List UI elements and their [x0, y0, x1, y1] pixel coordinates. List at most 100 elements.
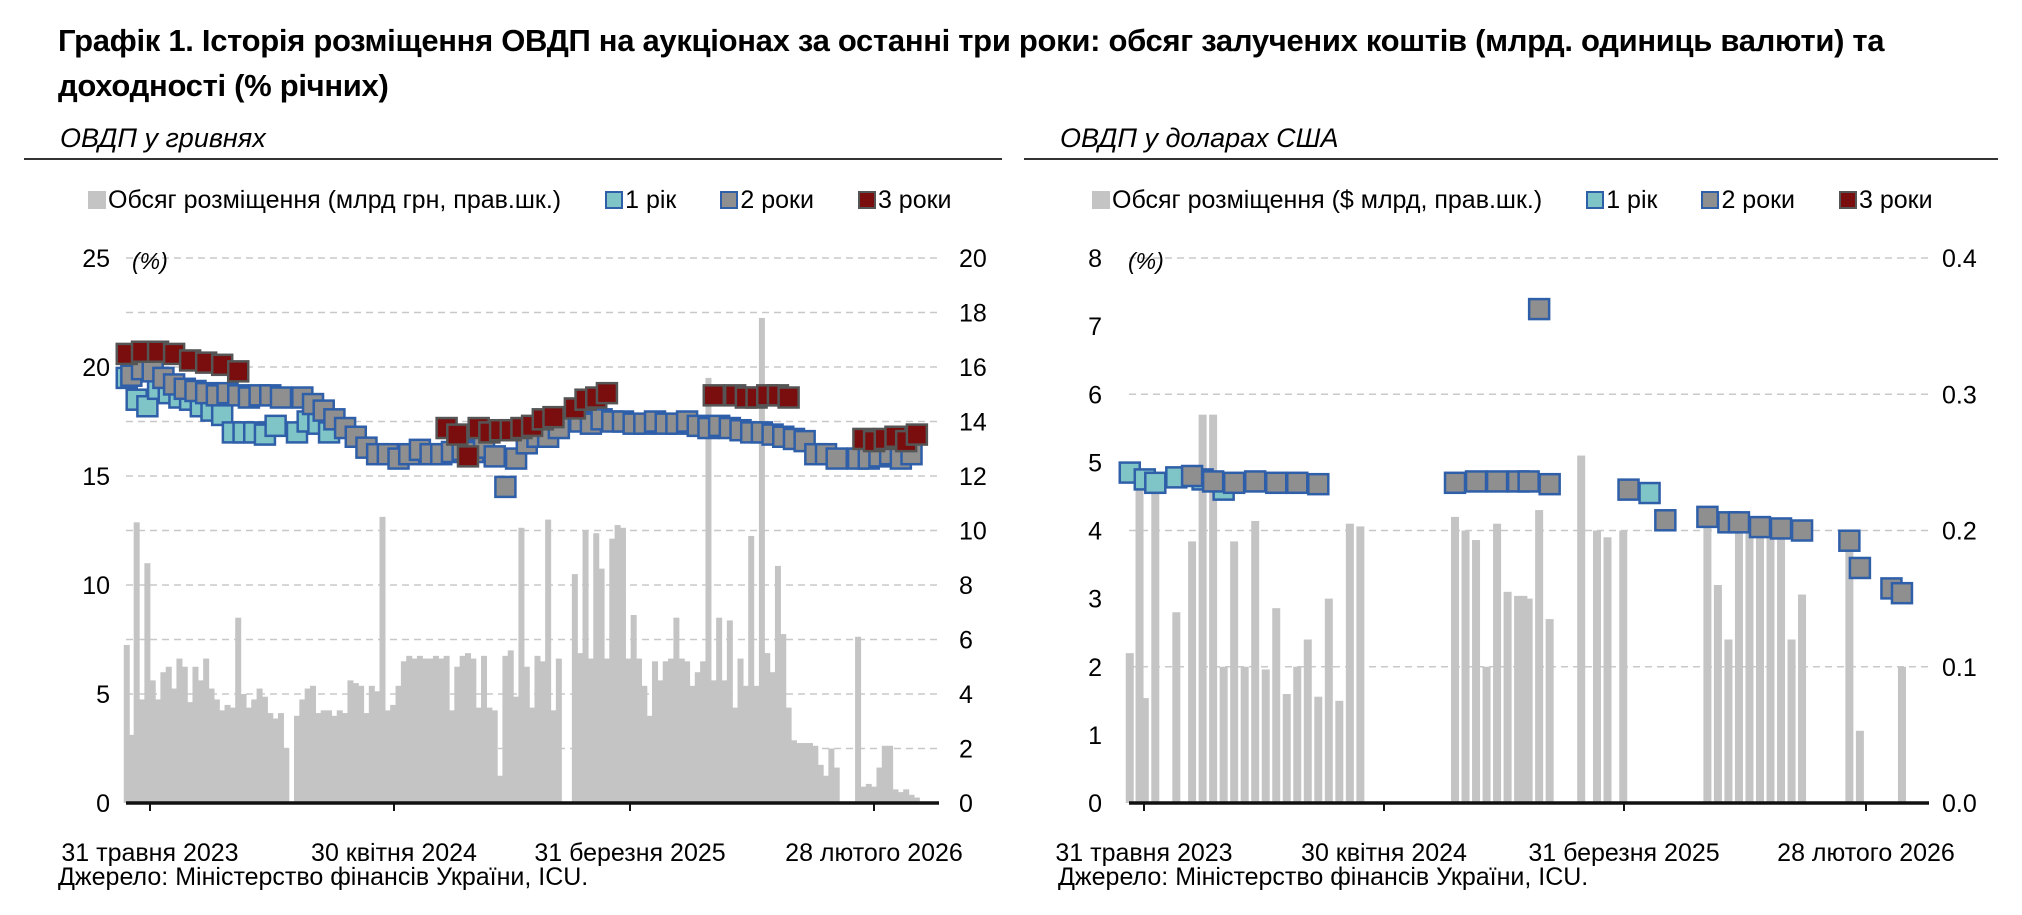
volume-bar [406, 655, 413, 803]
volume-bar [192, 666, 199, 803]
volume-bar [796, 743, 803, 803]
volume-bar [1787, 639, 1796, 803]
volume-bar [780, 634, 787, 803]
volume-bar [165, 666, 172, 803]
yield-marker [1517, 470, 1540, 493]
volume-bar [197, 680, 204, 803]
volume-bar [454, 666, 461, 803]
volume-bar [828, 748, 835, 803]
right-tick-label: 4 [959, 681, 973, 709]
volume-bar [352, 683, 359, 803]
unit-label: (%) [132, 248, 168, 274]
volume-bar [1240, 666, 1249, 803]
volume-bar [1303, 639, 1312, 803]
volume-bar [486, 707, 493, 803]
volume-bar [1745, 530, 1754, 803]
volume-bar [432, 655, 439, 803]
volume-bar [1535, 510, 1544, 803]
yield-marker [777, 386, 800, 409]
volume-bar [160, 672, 167, 803]
volume-bar [913, 797, 920, 803]
volume-bar [384, 710, 391, 803]
volume-bar [790, 740, 797, 803]
volume-bar [1356, 526, 1365, 803]
volume-bar [443, 655, 450, 803]
volume-bar [427, 658, 434, 803]
yield-marker [269, 386, 293, 409]
volume-bar [1514, 595, 1523, 803]
volume-bar [363, 713, 370, 803]
right-tick-label: 0.0 [1942, 790, 1977, 818]
volume-bar [619, 527, 626, 803]
volume-bar [171, 688, 178, 803]
volume-bar [1798, 594, 1807, 803]
yield-marker [1696, 505, 1719, 529]
legend-swatch-volume [1092, 191, 1110, 209]
figure-title: Графік 1. Історія розміщення ОВДП на аук… [58, 23, 1885, 103]
left-tick-label: 2 [1088, 654, 1102, 682]
volume-bar [1855, 730, 1864, 803]
right-tick-label: 12 [959, 463, 987, 491]
volume-bar [1140, 698, 1149, 803]
volume-bar [1724, 639, 1733, 803]
volume-bar [582, 530, 589, 803]
volume-bar [673, 617, 680, 803]
volume-bar [155, 699, 162, 803]
volume-bar [614, 525, 621, 803]
volume-bar [1198, 414, 1207, 803]
volume-bar [219, 710, 226, 803]
volume-bar [1219, 666, 1228, 803]
volume-bar [1282, 694, 1291, 803]
yield-marker [1769, 517, 1793, 540]
volume-bar [1209, 414, 1218, 803]
volume-bar [1777, 537, 1786, 803]
source-note: Джерело: Міністерство фінансів України, … [58, 863, 589, 891]
volume-bar [1493, 523, 1502, 803]
volume-bar [128, 734, 135, 803]
right-tick-label: 2 [959, 736, 973, 764]
volume-bar [320, 710, 327, 803]
yield-marker [1443, 471, 1467, 495]
x-tick-label: 28 лютого 2026 [1777, 839, 1955, 867]
volume-bar [630, 614, 637, 803]
volume-bar [422, 658, 429, 803]
yield-marker [1180, 464, 1204, 488]
volume-bar [881, 745, 888, 803]
volume-bar [587, 658, 594, 803]
legend: Обсяг розміщення (млрд грн, прав.шк.) 1 … [88, 184, 996, 216]
volume-bar [732, 707, 739, 803]
right-tick-label: 6 [959, 627, 973, 655]
volume-bar [534, 655, 541, 803]
volume-bar [1713, 585, 1722, 803]
volume-bar [293, 715, 300, 803]
volume-bar [716, 617, 723, 803]
legend-label-volume: Обсяг розміщення ($ млрд, прав.шк.) [1112, 185, 1543, 214]
volume-bar [208, 688, 215, 803]
legend-item-3y: 3 роки [857, 186, 952, 215]
volume-bar [1603, 537, 1612, 803]
volume-bar [1272, 608, 1281, 803]
volume-bar [598, 568, 605, 803]
legend-swatch-volume [88, 191, 106, 209]
volume-bar [1845, 530, 1854, 803]
x-tick-label: 31 березня 2025 [1528, 839, 1719, 867]
volume-bar [700, 661, 707, 803]
left-tick-label: 6 [1088, 381, 1102, 409]
volume-bar [710, 680, 717, 803]
volume-bar [887, 745, 894, 803]
legend: Обсяг розміщення ($ млрд, прав.шк.) 1 рі… [1092, 184, 1977, 216]
volume-bar [609, 538, 616, 803]
volume-bar [133, 522, 140, 803]
legend-item-2y: 2 роки [1701, 186, 1795, 215]
left-tick-label: 1 [1088, 722, 1102, 750]
volume-bar [748, 535, 755, 803]
volume-bar [577, 653, 584, 803]
yield-marker [542, 405, 565, 429]
volume-bar [833, 767, 840, 803]
left-tick-label: 8 [1088, 245, 1102, 273]
volume-bar [304, 688, 311, 803]
legend-label-2y: 2 роки [740, 185, 814, 214]
volume-bar [283, 748, 290, 803]
volume-bar [240, 694, 247, 803]
chart-uah: 0 5 10 15 20 25 0 2 4 6 8 10 12 14 16 18 20 (%) 31 травня … [61, 245, 987, 867]
